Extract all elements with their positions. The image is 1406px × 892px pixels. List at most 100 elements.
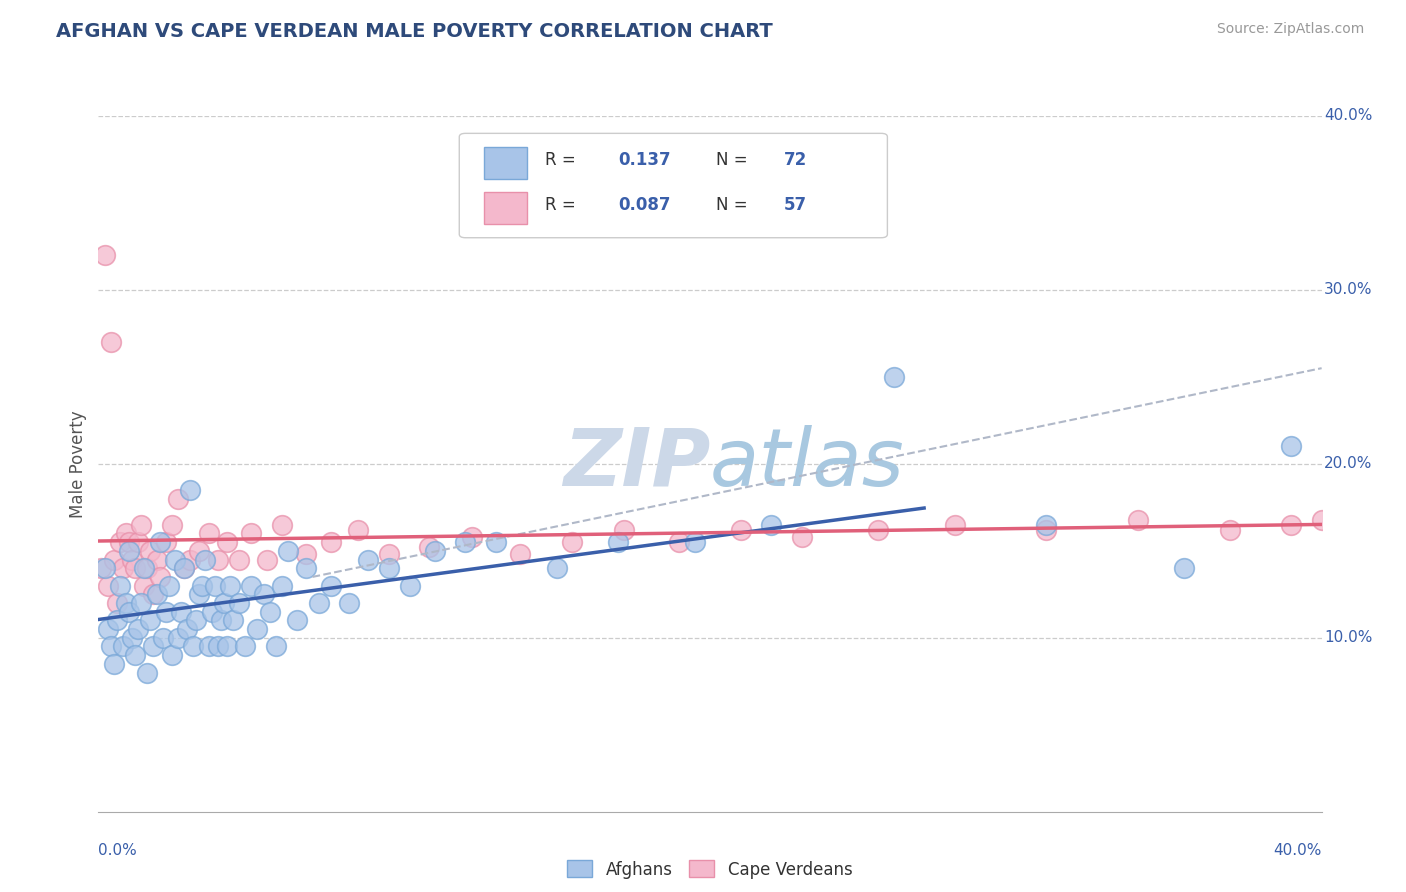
Point	[97, 578, 120, 592]
Point	[115, 596, 138, 610]
Point	[683, 535, 706, 549]
Point	[200, 605, 222, 619]
Point	[134, 561, 156, 575]
Point	[233, 640, 256, 654]
Point	[179, 483, 201, 497]
Point	[264, 640, 287, 654]
Text: 10.0%: 10.0%	[1324, 631, 1372, 645]
Text: 30.0%: 30.0%	[1324, 283, 1372, 297]
Point	[103, 657, 125, 671]
Text: 0.137: 0.137	[619, 151, 671, 169]
Point	[105, 596, 128, 610]
Point	[191, 578, 214, 592]
Point	[136, 561, 159, 575]
Point	[277, 543, 299, 558]
Point	[1219, 523, 1241, 537]
Point	[97, 622, 120, 636]
Point	[943, 517, 966, 532]
Point	[219, 578, 242, 592]
Point	[207, 552, 229, 566]
Point	[222, 614, 245, 628]
Point	[460, 530, 482, 544]
Point	[378, 561, 401, 575]
Point	[356, 552, 378, 566]
Point	[1279, 517, 1302, 532]
Point	[100, 334, 122, 349]
Point	[145, 587, 167, 601]
Point	[256, 552, 278, 566]
Point	[142, 587, 165, 601]
Point	[1347, 512, 1369, 526]
Point	[173, 561, 195, 575]
Point	[347, 523, 370, 537]
Point	[186, 614, 208, 628]
Point	[167, 491, 190, 506]
Point	[118, 543, 141, 558]
Point	[613, 523, 636, 537]
Point	[485, 535, 508, 549]
Point	[1357, 517, 1379, 532]
Point	[607, 535, 630, 549]
Text: 0.0%: 0.0%	[98, 843, 138, 858]
Text: 72: 72	[783, 151, 807, 169]
Text: Source: ZipAtlas.com: Source: ZipAtlas.com	[1216, 22, 1364, 37]
Text: AFGHAN VS CAPE VERDEAN MALE POVERTY CORRELATION CHART: AFGHAN VS CAPE VERDEAN MALE POVERTY CORR…	[56, 22, 773, 41]
Point	[423, 543, 446, 558]
Point	[285, 614, 308, 628]
Point	[454, 535, 477, 549]
Point	[215, 535, 238, 549]
Text: N =: N =	[716, 151, 748, 169]
Point	[209, 614, 232, 628]
Text: 57: 57	[783, 196, 807, 214]
Point	[145, 552, 167, 566]
Text: 20.0%: 20.0%	[1324, 457, 1372, 471]
Text: 40.0%: 40.0%	[1324, 109, 1372, 123]
Point	[295, 561, 318, 575]
Point	[149, 535, 172, 549]
Point	[136, 665, 159, 680]
Point	[240, 526, 263, 541]
Point	[111, 640, 134, 654]
Point	[212, 596, 235, 610]
Point	[129, 517, 152, 532]
Point	[176, 622, 198, 636]
Text: atlas: atlas	[710, 425, 905, 503]
Point	[118, 605, 141, 619]
Point	[204, 578, 226, 592]
Point	[188, 587, 211, 601]
Point	[181, 640, 204, 654]
Legend: Afghans, Cape Verdeans: Afghans, Cape Verdeans	[560, 852, 860, 887]
Point	[197, 640, 219, 654]
Point	[1173, 561, 1195, 575]
Point	[194, 552, 217, 566]
Point	[163, 552, 186, 566]
FancyBboxPatch shape	[484, 193, 526, 224]
Point	[173, 561, 195, 575]
Point	[246, 622, 269, 636]
Point	[188, 543, 211, 558]
Point	[127, 535, 149, 549]
Point	[124, 648, 146, 662]
Point	[118, 535, 141, 549]
Point	[160, 648, 183, 662]
FancyBboxPatch shape	[460, 134, 887, 238]
Point	[139, 543, 162, 558]
Point	[155, 535, 177, 549]
Point	[142, 640, 165, 654]
Point	[1310, 512, 1333, 526]
Text: N =: N =	[716, 196, 748, 214]
Point	[228, 552, 250, 566]
Point	[228, 596, 250, 610]
Point	[167, 631, 190, 645]
Point	[111, 561, 134, 575]
Point	[207, 640, 229, 654]
Point	[105, 614, 128, 628]
Text: ZIP: ZIP	[562, 425, 710, 503]
Point	[139, 614, 162, 628]
Point	[252, 587, 274, 601]
Point	[259, 605, 281, 619]
Point	[270, 517, 292, 532]
Point	[197, 526, 219, 541]
Point	[270, 578, 292, 592]
Point	[399, 578, 422, 592]
